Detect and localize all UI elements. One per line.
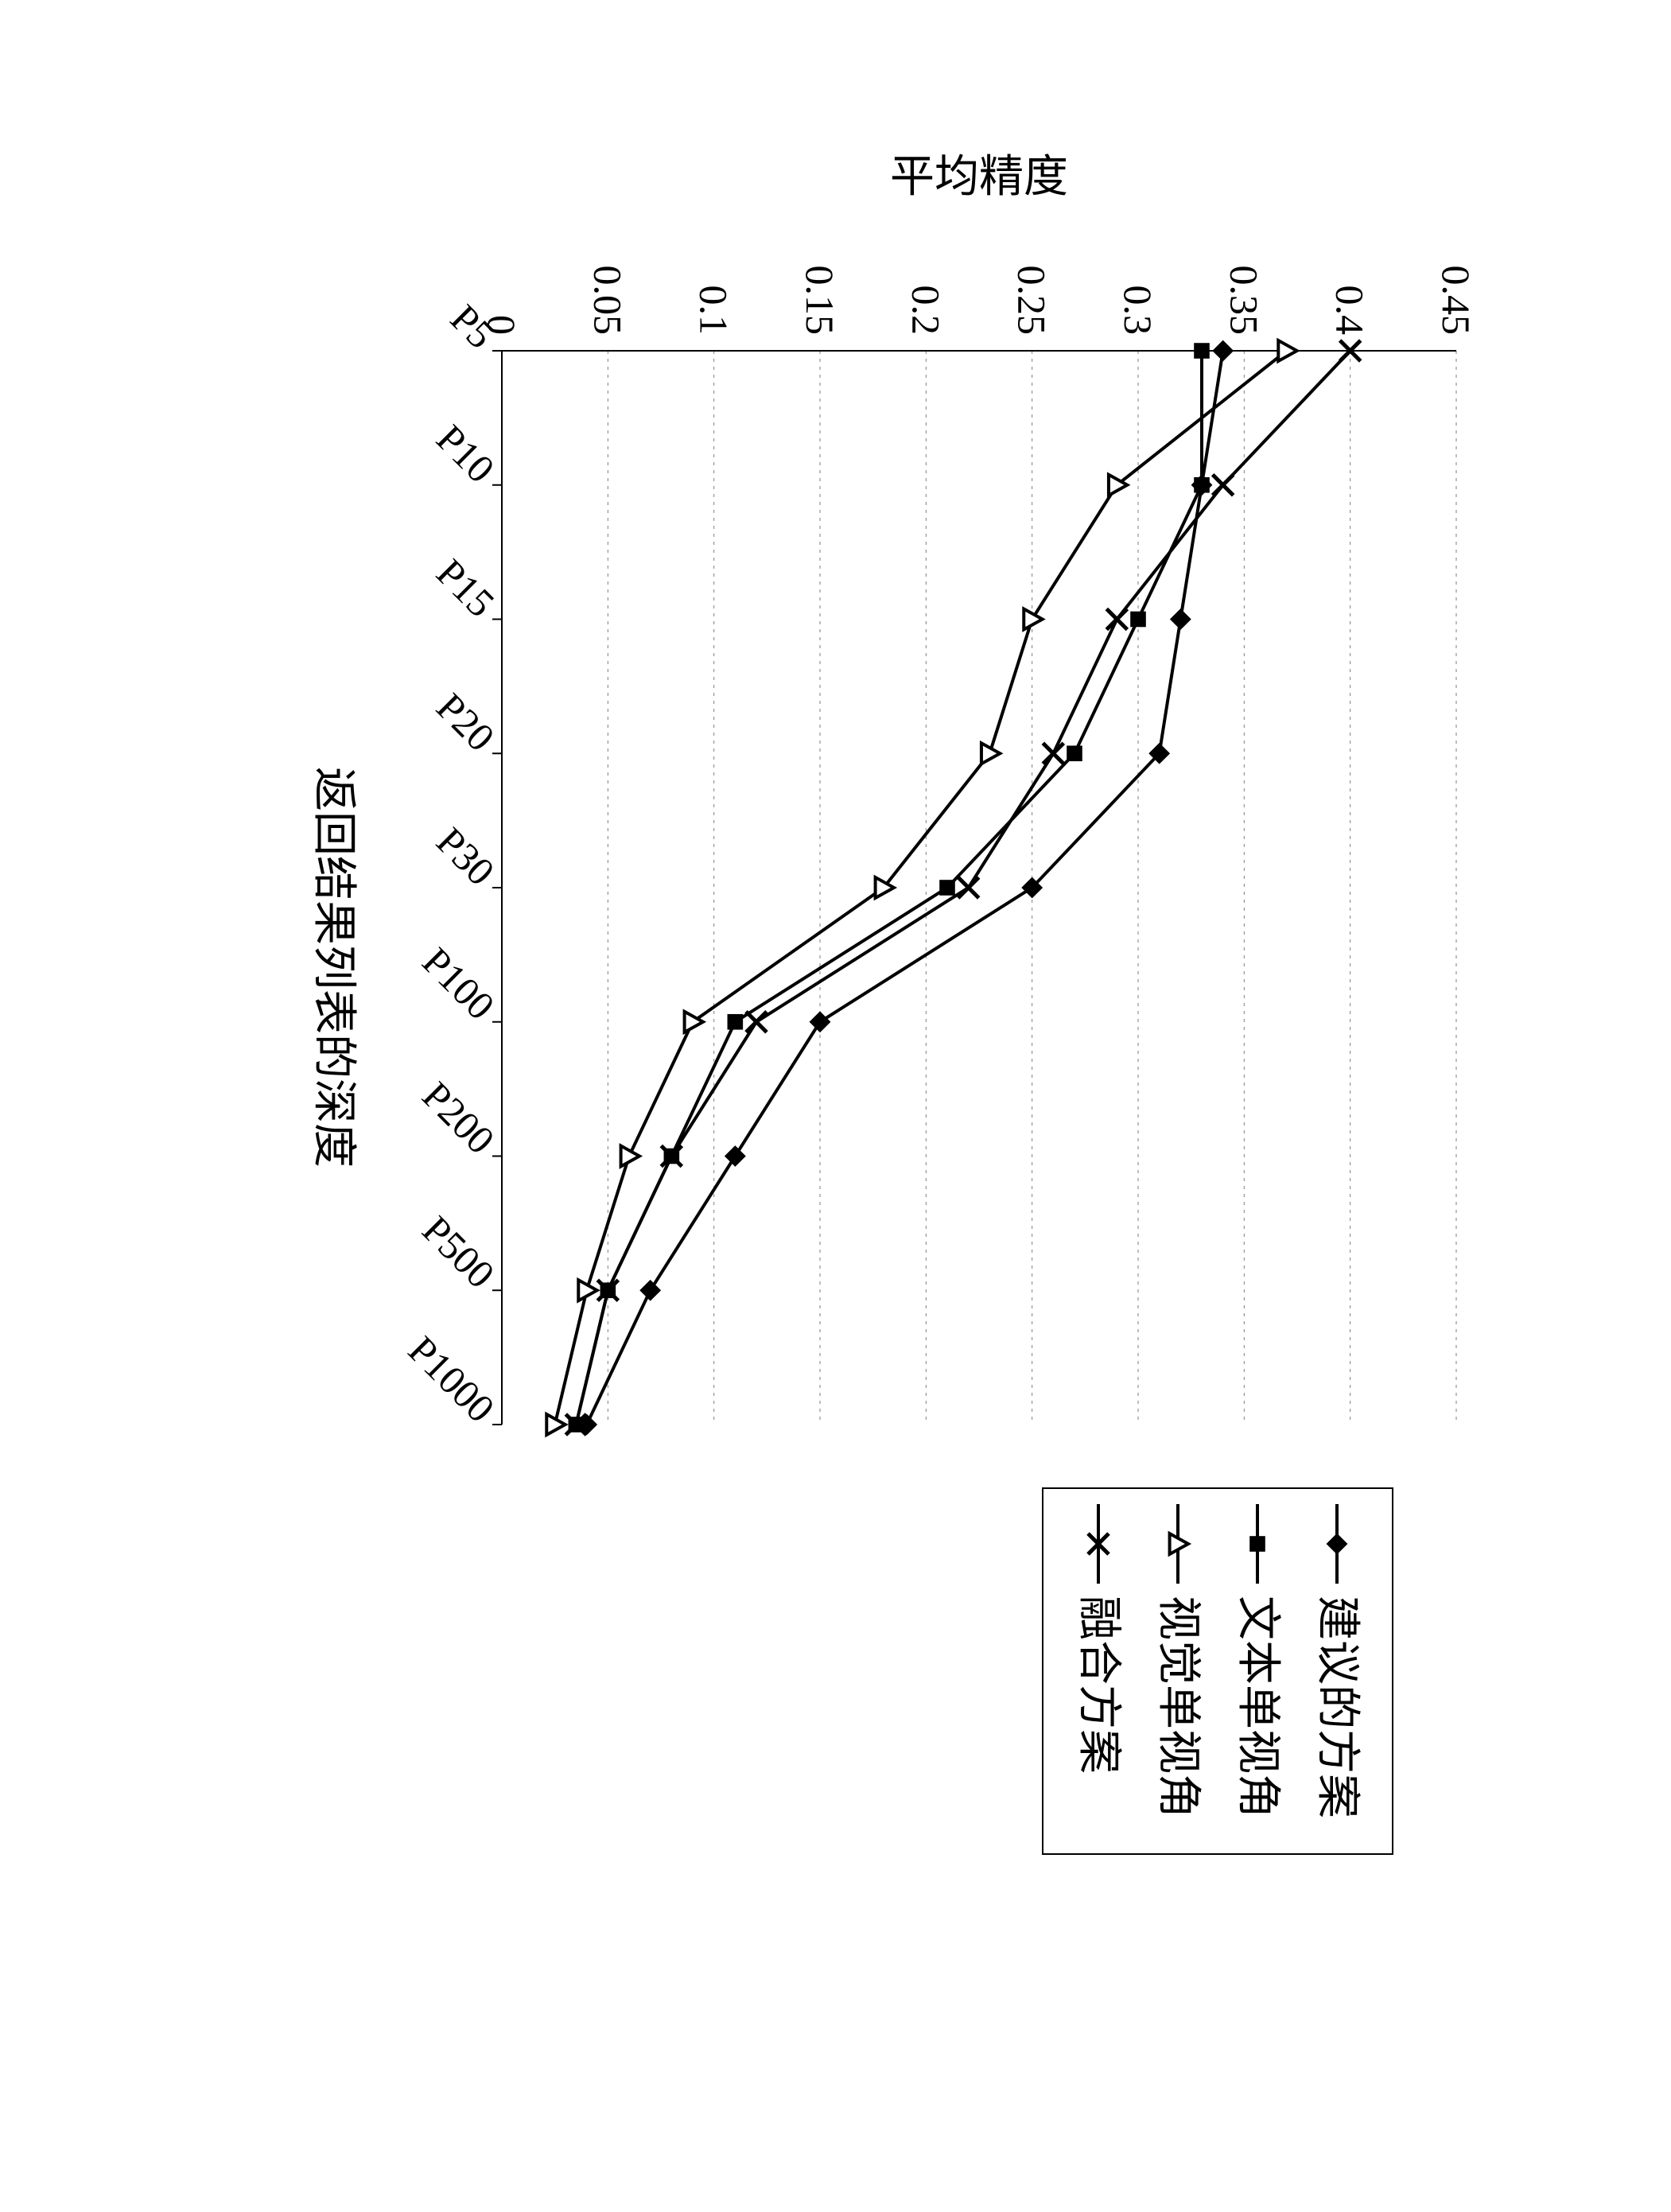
y-tick-label: 0.1 xyxy=(691,285,736,335)
x-tick-label: P15 xyxy=(428,550,503,625)
x-tick-label: P5 xyxy=(441,295,503,356)
series-line xyxy=(576,351,1350,1425)
marker xyxy=(746,1011,767,1032)
y-tick-label: 0.05 xyxy=(585,265,630,335)
line-chart: 00.050.10.150.20.250.30.350.40.45P5P10P1… xyxy=(120,112,1552,2101)
marker xyxy=(684,1011,702,1032)
marker xyxy=(578,1280,597,1300)
marker xyxy=(1131,612,1145,626)
y-tick-label: 0.35 xyxy=(1222,265,1266,335)
marker xyxy=(1212,474,1233,495)
y-tick-label: 0.3 xyxy=(1116,285,1160,335)
y-tick-label: 0.45 xyxy=(1434,265,1479,335)
marker xyxy=(1195,477,1209,492)
marker xyxy=(1250,1537,1265,1551)
marker xyxy=(981,743,999,764)
chart-container: 00.050.10.150.20.250.30.350.40.45P5P10P1… xyxy=(120,112,1552,2101)
legend-item-label: 文本单视角 xyxy=(1233,1596,1282,1818)
x-tick-label: P100 xyxy=(414,939,503,1028)
legend-item-label: 视觉单视角 xyxy=(1153,1596,1203,1818)
marker xyxy=(958,877,978,898)
y-tick-label: 0.2 xyxy=(904,285,948,335)
marker xyxy=(1106,608,1127,629)
x-tick-label: P500 xyxy=(414,1207,503,1296)
marker xyxy=(1278,340,1296,361)
x-tick-label: P10 xyxy=(428,415,503,491)
legend-item-label: 融合方案 xyxy=(1074,1596,1123,1774)
marker xyxy=(1024,608,1042,629)
y-tick-label: 0.4 xyxy=(1327,285,1372,335)
x-tick-label: P1000 xyxy=(399,1327,503,1430)
x-tick-label: P200 xyxy=(414,1072,503,1161)
marker xyxy=(1213,341,1232,360)
x-axis-label: 返回结果列表的深度 xyxy=(309,767,358,1168)
legend-item-label: 建议的方案 xyxy=(1312,1596,1362,1818)
series-line xyxy=(586,351,1222,1425)
y-tick-label: 0.15 xyxy=(798,265,842,335)
marker xyxy=(728,1014,742,1028)
marker xyxy=(1171,609,1190,628)
marker xyxy=(1067,746,1082,760)
series-line xyxy=(554,351,1286,1425)
marker xyxy=(1043,743,1063,764)
marker xyxy=(620,1145,639,1166)
marker xyxy=(1195,344,1209,358)
marker xyxy=(940,881,954,895)
y-tick-label: 0.25 xyxy=(1009,265,1054,335)
y-axis-label: 平均精度 xyxy=(890,153,1068,202)
marker xyxy=(810,1012,830,1031)
x-tick-label: P30 xyxy=(428,818,503,894)
x-tick-label: P20 xyxy=(428,684,503,760)
